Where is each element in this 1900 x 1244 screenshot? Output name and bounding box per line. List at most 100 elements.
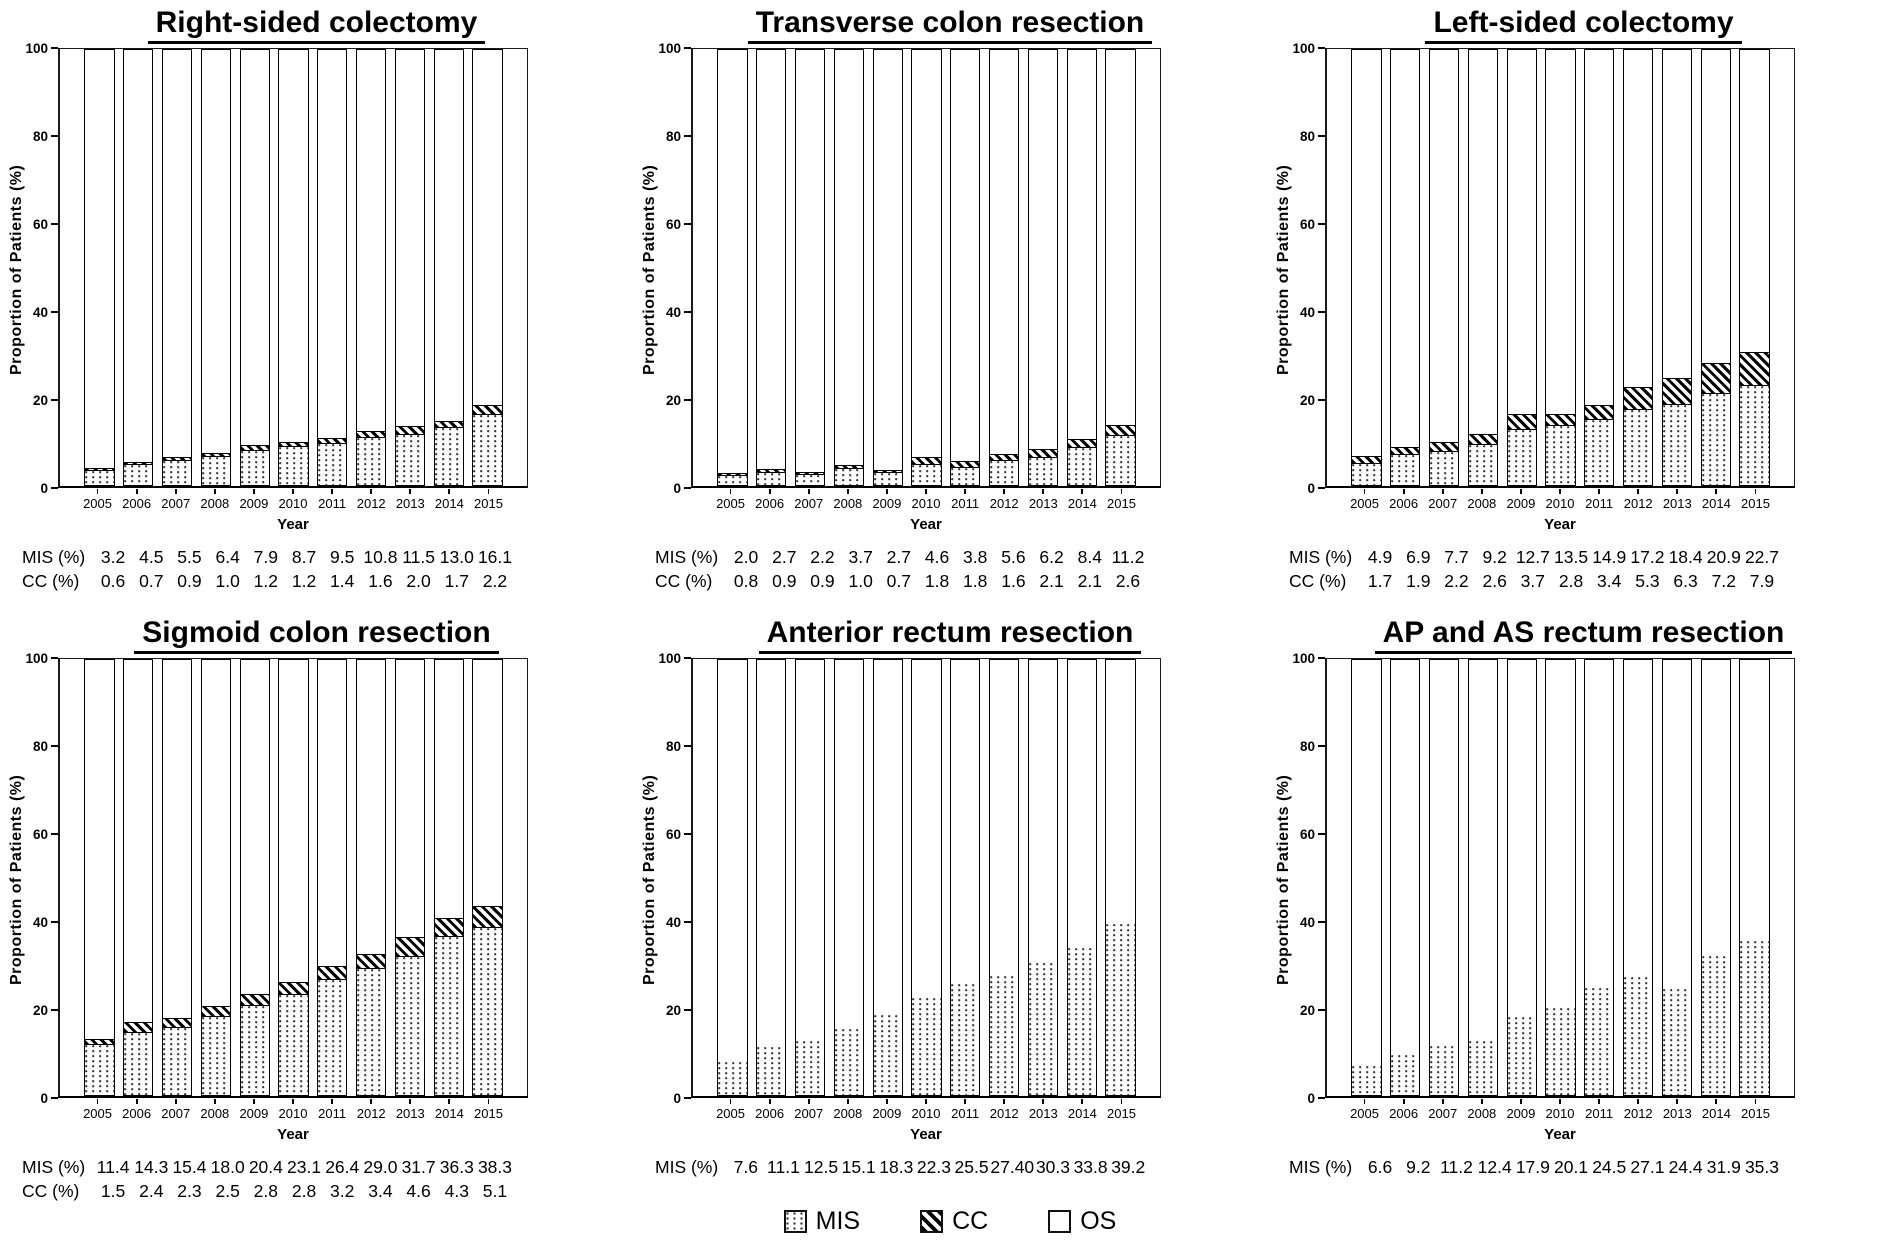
- bar-2005: [713, 49, 752, 486]
- x-tick-2009: 2009: [234, 1098, 273, 1121]
- x-tick-2015: 2015: [469, 488, 508, 511]
- segment-cc: [356, 431, 386, 439]
- table-value: 11.5: [402, 547, 435, 567]
- stacked-bar: [161, 49, 193, 486]
- table-row: CC (%) 1.5 2.4 2.3 2.5 2.8 2.8 3.2 3.4 4.6 4.3 5.1: [22, 1179, 514, 1203]
- y-axis-label: Proportion of Patients (%): [1275, 774, 1292, 986]
- segment-cc: [124, 1022, 153, 1033]
- x-axis: 2005 2006 2007 2008 2009 2010 2011 2012 2013 2014…: [691, 1098, 1161, 1121]
- table-value: 2.2: [1444, 571, 1469, 591]
- stacked-bar: [394, 659, 426, 1096]
- x-tick-2009: 2009: [867, 488, 906, 511]
- bar-2005: [80, 659, 119, 1096]
- y-tick-label: 60: [1299, 216, 1315, 232]
- segment-mis: [124, 465, 153, 485]
- segment-os: [395, 50, 425, 427]
- table-value: 2.8: [291, 1181, 317, 1201]
- segment-mis: [395, 434, 425, 485]
- y-tick-mark: [684, 657, 691, 659]
- segment-cc: [201, 452, 230, 458]
- segment-os: [1391, 50, 1420, 447]
- y-tick-mark: [684, 399, 691, 401]
- x-tick-2005: 2005: [711, 1098, 750, 1121]
- y-tick-0: 0: [673, 1090, 691, 1106]
- y-axis-label: Proportion of Patients (%): [641, 164, 658, 376]
- x-tick-2013: 2013: [391, 1098, 430, 1121]
- table-value: 4.6: [406, 1181, 431, 1201]
- x-tick-2005: 2005: [78, 1098, 117, 1121]
- y-tick-label: 100: [25, 650, 48, 666]
- x-tick-2011: 2011: [1580, 488, 1619, 511]
- stacked-bar: [756, 659, 787, 1096]
- x-tick-2008: 2008: [1462, 488, 1501, 511]
- bar-2012: [985, 49, 1024, 486]
- table-value: 7.2: [1711, 571, 1736, 591]
- segment-mis: [434, 428, 463, 485]
- y-tick-0: 0: [40, 1090, 58, 1106]
- segment-mis: [473, 928, 502, 1095]
- stacked-bar: [433, 659, 464, 1096]
- x-tick-2005: 2005: [711, 488, 750, 511]
- segment-cc: [1623, 387, 1653, 411]
- y-tick-20: 20: [33, 392, 58, 408]
- y-tick-20: 20: [33, 1002, 58, 1018]
- segment-os: [1662, 660, 1692, 989]
- x-tick-2014: 2014: [1063, 488, 1102, 511]
- table-value: 18.4: [1668, 547, 1703, 567]
- table-value: 3.2: [100, 547, 126, 567]
- x-tick-2014: 2014: [1063, 1098, 1102, 1121]
- plot-zone: 0 20 40 60 80 100: [1292, 651, 1795, 1106]
- table-value: 2.0: [406, 571, 431, 591]
- stacked-bar: [123, 659, 154, 1096]
- x-tick-2009: 2009: [1501, 488, 1540, 511]
- segment-os: [1701, 660, 1730, 957]
- x-tick-2006: 2006: [117, 488, 156, 511]
- y-tick-mark: [1318, 399, 1325, 401]
- y-tick-label: 40: [1299, 914, 1315, 930]
- stacked-bar: [1545, 49, 1576, 486]
- bars: [1327, 659, 1794, 1096]
- y-tick-label: 100: [1292, 650, 1315, 666]
- x-tick-2008: 2008: [828, 1098, 867, 1121]
- bar-2012: [1619, 659, 1658, 1096]
- segment-os: [1740, 50, 1769, 352]
- segment-os: [1352, 50, 1381, 457]
- legend-item-cc: CC: [920, 1207, 988, 1236]
- bar-2008: [1463, 659, 1502, 1096]
- segment-mis: [718, 476, 747, 485]
- stacked-bar: [1066, 49, 1097, 486]
- y-tick-mark: [1318, 657, 1325, 659]
- legend-item-os: OS: [1048, 1207, 1116, 1236]
- segment-mis: [240, 1006, 269, 1095]
- bar-2015: [1735, 659, 1774, 1096]
- segment-mis: [395, 957, 425, 1095]
- segment-cc: [1546, 414, 1575, 427]
- bar-2014: [429, 659, 468, 1096]
- segment-cc: [318, 437, 347, 444]
- segment-os: [124, 50, 153, 463]
- stacked-bar: [200, 659, 231, 1096]
- table-value: 26.4: [325, 1157, 360, 1177]
- segment-cc: [279, 982, 308, 995]
- data-table: MIS (%) 4.9 6.9 7.7 9.2 12.7 13.5 14.9 17.2 18.4 2…: [1267, 545, 1900, 593]
- segment-cc: [912, 457, 941, 465]
- y-tick-mark: [684, 921, 691, 923]
- y-tick-label: 40: [1299, 304, 1315, 320]
- table-value: 11.2: [1111, 547, 1145, 567]
- y-tick-label: 60: [665, 216, 681, 232]
- table-value: 1.8: [963, 571, 988, 591]
- stacked-bar: [355, 659, 387, 1096]
- stacked-bar: [84, 659, 115, 1096]
- segment-cc: [318, 966, 347, 981]
- segment-cc: [85, 1038, 114, 1046]
- table-value: 9.2: [1482, 547, 1507, 567]
- y-tick-mark: [51, 657, 58, 659]
- bar-2011: [1580, 49, 1619, 486]
- plot-area: [58, 658, 528, 1098]
- chart-title: Anterior rectum resection: [758, 616, 1142, 654]
- y-tick-60: 60: [666, 826, 691, 842]
- stacked-bar: [1739, 49, 1770, 486]
- table-value: 2.6: [1482, 571, 1507, 591]
- y-tick-mark: [51, 745, 58, 747]
- y-tick-mark: [684, 1097, 691, 1099]
